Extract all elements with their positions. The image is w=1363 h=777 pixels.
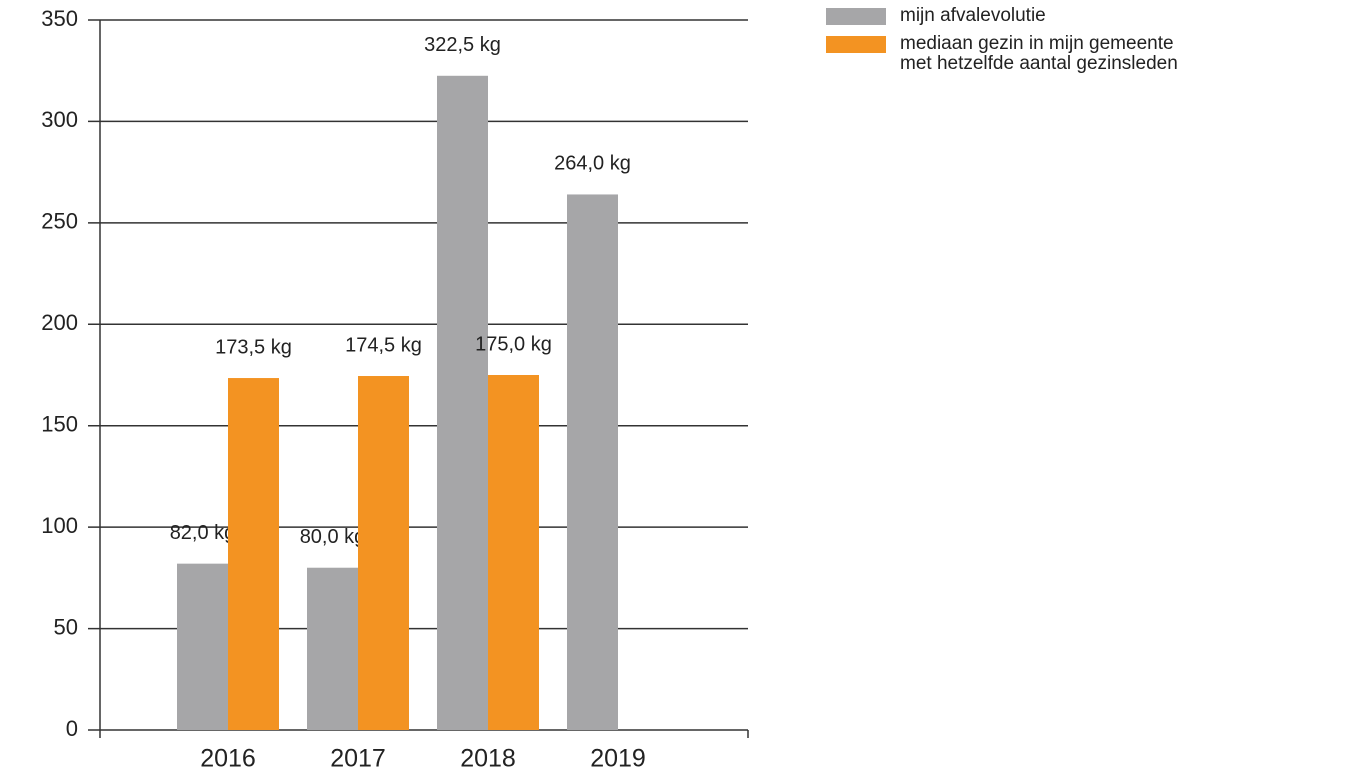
y-tick-label: 250 xyxy=(41,209,78,234)
y-tick-label: 200 xyxy=(41,310,78,335)
data-label: 175,0 kg xyxy=(475,333,552,355)
x-tick-label: 2019 xyxy=(590,745,646,773)
x-tick-label: 2017 xyxy=(330,745,386,773)
legend-label: mediaan gezin in mijn gemeente met hetze… xyxy=(900,33,1178,74)
y-tick-label: 100 xyxy=(41,513,78,538)
data-label: 264,0 kg xyxy=(554,153,631,175)
y-tick-label: 50 xyxy=(54,614,78,639)
bar xyxy=(228,378,279,730)
legend-label: mijn afvalevolutie xyxy=(900,5,1046,26)
legend-item: mediaan gezin in mijn gemeente met hetze… xyxy=(826,34,1363,74)
legend-item: mijn afvalevolutie xyxy=(826,6,1363,26)
y-tick-label: 350 xyxy=(41,6,78,31)
bar xyxy=(177,563,228,730)
chart: 0 50 100 150 200 250 300 350 2016 82,0 kg 173,5 kg… xyxy=(41,6,749,773)
y-tick-label: 150 xyxy=(41,412,78,437)
bar xyxy=(358,376,409,730)
bar xyxy=(488,375,539,730)
bar xyxy=(567,194,618,730)
x-tick-label: 2018 xyxy=(460,745,516,773)
y-tick-label: 300 xyxy=(41,107,78,132)
bar xyxy=(307,567,358,730)
data-label: 174,5 kg xyxy=(345,334,422,356)
y-tick-label: 0 xyxy=(66,716,78,741)
data-label: 80,0 kg xyxy=(300,526,366,548)
data-label: 173,5 kg xyxy=(215,336,292,358)
bar xyxy=(437,75,488,731)
data-label: 322,5 kg xyxy=(424,34,501,56)
data-label: 82,0 kg xyxy=(170,522,236,544)
x-tick-label: 2016 xyxy=(200,745,256,773)
legend-swatch xyxy=(826,8,886,25)
legend-swatch xyxy=(826,36,886,53)
legend: mijn afvalevolutie mediaan gezin in mijn … xyxy=(826,6,1363,82)
